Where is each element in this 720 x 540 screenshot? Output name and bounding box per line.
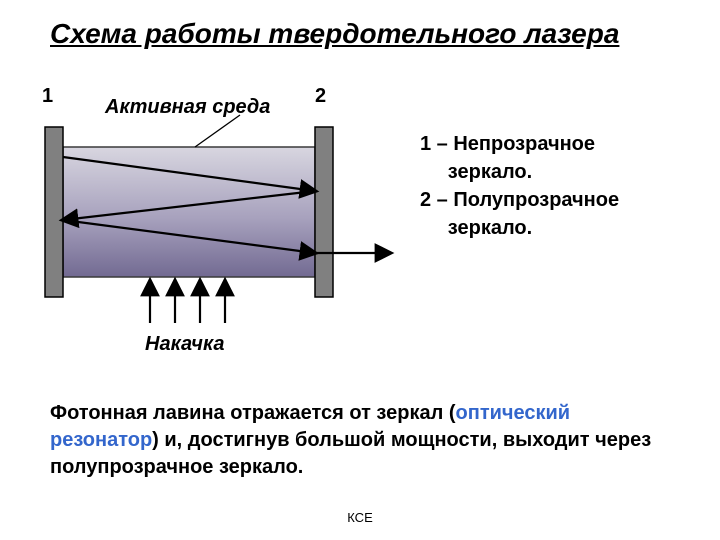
footer-text: КСЕ [0,510,720,525]
legend-2-num: 2 – [420,189,453,211]
legend-1-t2: зеркало. [448,161,532,183]
diagram-svg [35,85,395,365]
mirror-label-2: 2 [315,85,326,108]
active-medium-label: Активная среда [105,96,270,119]
pump-label: Накачка [145,333,224,356]
legend-2-t2: зеркало. [448,217,532,239]
legend-1-num: 1 – [420,133,453,155]
legend-1-t1: Непрозрачное [453,133,595,155]
legend: 1 – Непрозрачное зеркало. 2 – Полупрозра… [420,130,619,242]
legend-item-2: 2 – Полупрозрачное зеркало. [420,186,619,242]
legend-2-t1: Полупрозрачное [453,189,619,211]
description-text: Фотонная лавина отражается от зеркал (оп… [50,400,670,481]
laser-diagram: 1 2 Активная среда Накачка [35,85,395,365]
page-title: Схема работы твердотельного лазера [50,18,619,50]
legend-item-1: 1 – Непрозрачное зеркало. [420,130,619,186]
desc-part1: Фотонная лавина отражается от зеркал ( [50,402,456,424]
mirror-label-1: 1 [42,85,53,108]
